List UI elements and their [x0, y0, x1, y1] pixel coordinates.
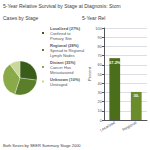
svg-text:90: 90 [98, 35, 103, 40]
svg-text:Metastasized: Metastasized [50, 70, 74, 75]
svg-text:30: 30 [98, 90, 103, 95]
svg-text:40: 40 [98, 81, 103, 86]
svg-text:Spread to Regional: Spread to Regional [50, 47, 85, 53]
svg-text:Unknown (10%): Unknown (10%) [50, 76, 80, 82]
svg-text:5-Year Rel: 5-Year Rel [82, 15, 105, 21]
svg-text:Confined to: Confined to [50, 30, 71, 36]
svg-text:70: 70 [98, 53, 103, 58]
svg-text:80: 80 [98, 44, 103, 49]
svg-text:10: 10 [98, 108, 103, 113]
svg-text:67.2%: 67.2% [109, 60, 121, 65]
svg-text:Unstaged: Unstaged [50, 82, 67, 87]
svg-text:5-Year Relative Survival by St: 5-Year Relative Survival by Stage at Dia… [3, 3, 121, 9]
svg-text:Percent: Percent [87, 66, 92, 81]
svg-text:0: 0 [100, 118, 103, 123]
svg-text:60: 60 [98, 62, 103, 67]
svg-text:Lymph Nodes: Lymph Nodes [50, 53, 75, 58]
svg-text:Distant (35%): Distant (35%) [50, 59, 76, 65]
svg-text:Both Sexes by SEER Summary Sta: Both Sexes by SEER Summary Stage 2000 [3, 143, 81, 148]
svg-text:50: 50 [98, 72, 103, 77]
svg-text:Cancer Has: Cancer Has [50, 64, 72, 70]
svg-text:Primary Site: Primary Site [50, 36, 73, 41]
svg-text:Cases by Stage: Cases by Stage [3, 15, 39, 21]
svg-text:20: 20 [98, 99, 103, 104]
svg-text:100: 100 [95, 26, 102, 31]
svg-text:Localized (27%): Localized (27%) [50, 25, 80, 31]
svg-text:Regional: Regional [121, 120, 137, 132]
svg-text:30.: 30. [133, 93, 139, 98]
svg-text:Regional (28%): Regional (28%) [50, 42, 79, 48]
svg-text:Localized: Localized [99, 120, 116, 133]
